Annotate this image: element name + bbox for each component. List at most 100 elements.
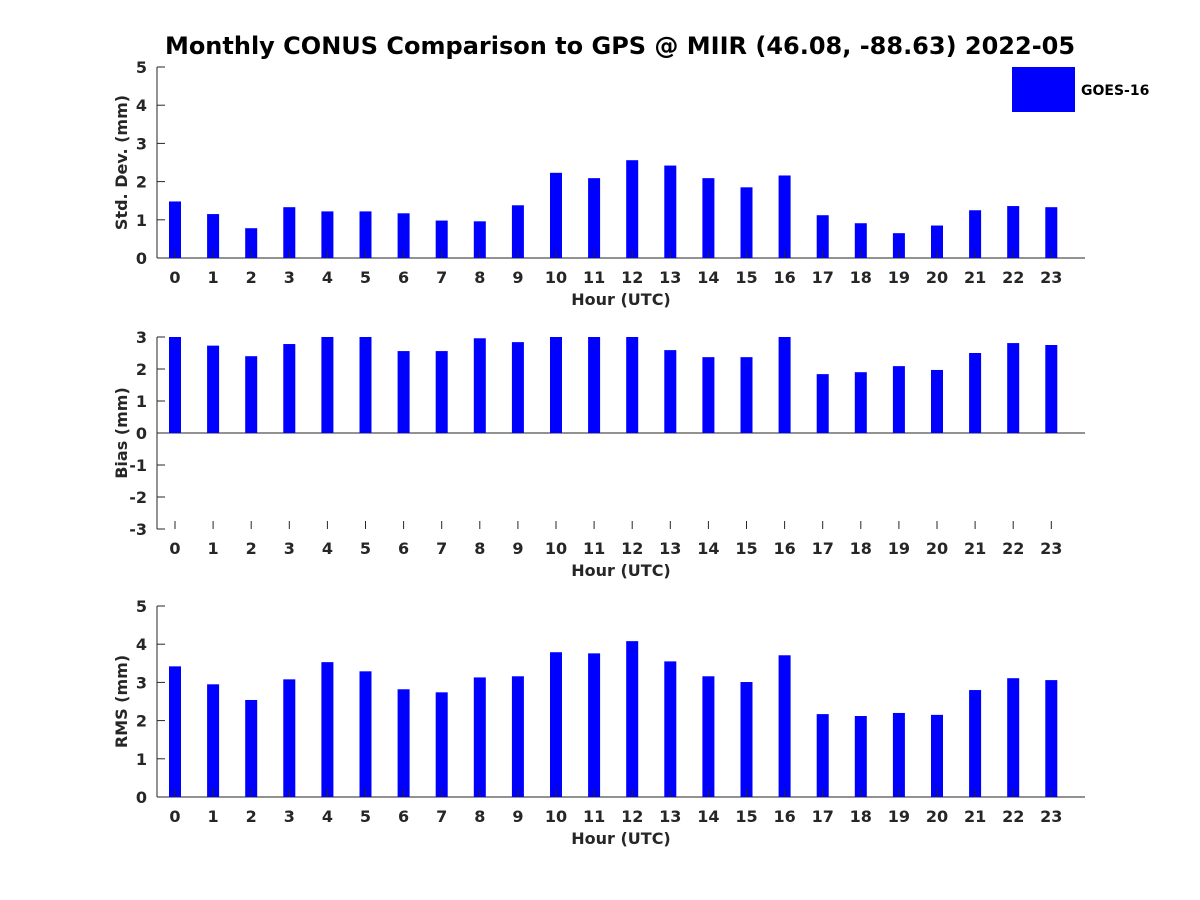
bar — [169, 666, 181, 797]
bar — [816, 714, 829, 797]
x-tick-label: 19 — [888, 807, 910, 826]
x-tick-label: 13 — [659, 539, 681, 558]
bar — [1045, 207, 1058, 258]
x-tick-label: 6 — [398, 268, 409, 287]
y-tick-label: 5 — [136, 58, 147, 77]
x-tick-label: 7 — [436, 539, 447, 558]
y-tick-label: 4 — [136, 96, 147, 115]
x-tick-label: 18 — [850, 807, 872, 826]
bar — [169, 201, 181, 258]
x-tick-label: 4 — [322, 807, 333, 826]
y-tick-label: 3 — [136, 673, 147, 692]
x-tick-label: 17 — [812, 807, 834, 826]
x-tick-label: 23 — [1040, 539, 1062, 558]
x-tick-label: 3 — [284, 807, 295, 826]
bar — [816, 374, 829, 433]
bar — [969, 690, 982, 797]
chart-title: Monthly CONUS Comparison to GPS @ MIIR (… — [165, 32, 1075, 60]
bar — [740, 682, 753, 797]
x-tick-label: 15 — [735, 268, 757, 287]
x-tick-label: 19 — [888, 539, 910, 558]
x-tick-label: 6 — [398, 807, 409, 826]
bar — [588, 337, 601, 433]
bar — [740, 357, 753, 433]
bar — [854, 372, 867, 433]
bar — [359, 671, 372, 797]
x-tick-label: 9 — [512, 807, 523, 826]
x-tick-label: 5 — [360, 539, 371, 558]
bar — [778, 337, 791, 433]
x-tick-label: 5 — [360, 807, 371, 826]
bar — [892, 233, 905, 258]
bar — [1045, 680, 1058, 797]
x-tick-label: 21 — [964, 268, 986, 287]
x-tick-label: 18 — [850, 539, 872, 558]
bar — [397, 213, 410, 258]
x-tick-label: 8 — [474, 807, 485, 826]
x-tick-label: 13 — [659, 807, 681, 826]
x-tick-label: 10 — [545, 807, 567, 826]
bar — [550, 337, 562, 433]
x-tick-label: 9 — [512, 268, 523, 287]
bar — [435, 351, 448, 433]
y-tick-label: 3 — [136, 328, 147, 347]
bar — [931, 714, 943, 797]
y-tick-label: 4 — [136, 635, 147, 654]
x-tick-label: 20 — [926, 268, 948, 287]
x-tick-label: 22 — [1002, 807, 1024, 826]
x-tick-label: 15 — [735, 807, 757, 826]
bar — [892, 366, 905, 433]
x-tick-label: 21 — [964, 807, 986, 826]
x-tick-label: 23 — [1040, 807, 1062, 826]
x-tick-label: 9 — [512, 539, 523, 558]
bar — [626, 160, 639, 258]
bar — [588, 178, 601, 258]
x-tick-label: 14 — [697, 539, 719, 558]
x-tick-label: 11 — [583, 268, 605, 287]
legend: GOES-16 — [1012, 67, 1149, 112]
bar — [207, 345, 220, 433]
bar — [778, 175, 791, 258]
bar — [473, 338, 486, 433]
y-axis-label: Std. Dev. (mm) — [112, 95, 131, 230]
bar — [626, 641, 639, 797]
y-axis-label: Bias (mm) — [112, 387, 131, 479]
y-tick-label: -1 — [129, 456, 147, 475]
bar — [245, 228, 258, 258]
x-tick-label: 7 — [436, 268, 447, 287]
x-tick-label: 4 — [322, 268, 333, 287]
y-tick-label: 1 — [136, 392, 147, 411]
bar — [702, 357, 715, 433]
legend-label: GOES-16 — [1081, 83, 1149, 99]
bar — [626, 337, 639, 433]
x-tick-label: 14 — [697, 268, 719, 287]
x-tick-label: 1 — [208, 268, 219, 287]
x-tick-label: 14 — [697, 807, 719, 826]
bar — [931, 225, 943, 258]
y-tick-label: 2 — [136, 360, 147, 379]
x-tick-label: 17 — [812, 268, 834, 287]
x-tick-label: 1 — [208, 539, 219, 558]
x-tick-label: 22 — [1002, 268, 1024, 287]
x-tick-label: 0 — [169, 807, 180, 826]
x-axis-label: Hour (UTC) — [571, 829, 671, 848]
y-tick-label: 2 — [136, 712, 147, 731]
bar — [969, 210, 982, 258]
bar — [550, 652, 562, 797]
x-tick-label: 5 — [360, 268, 371, 287]
x-tick-label: 0 — [169, 268, 180, 287]
x-tick-label: 12 — [621, 539, 643, 558]
x-tick-label: 6 — [398, 539, 409, 558]
bar — [435, 692, 448, 797]
bar — [283, 679, 296, 797]
bar — [321, 211, 334, 258]
x-tick-label: 1 — [208, 807, 219, 826]
bar — [359, 337, 372, 433]
x-tick-label: 12 — [621, 268, 643, 287]
bar — [664, 661, 677, 797]
x-tick-label: 3 — [284, 539, 295, 558]
y-axis-label: RMS (mm) — [112, 655, 131, 748]
